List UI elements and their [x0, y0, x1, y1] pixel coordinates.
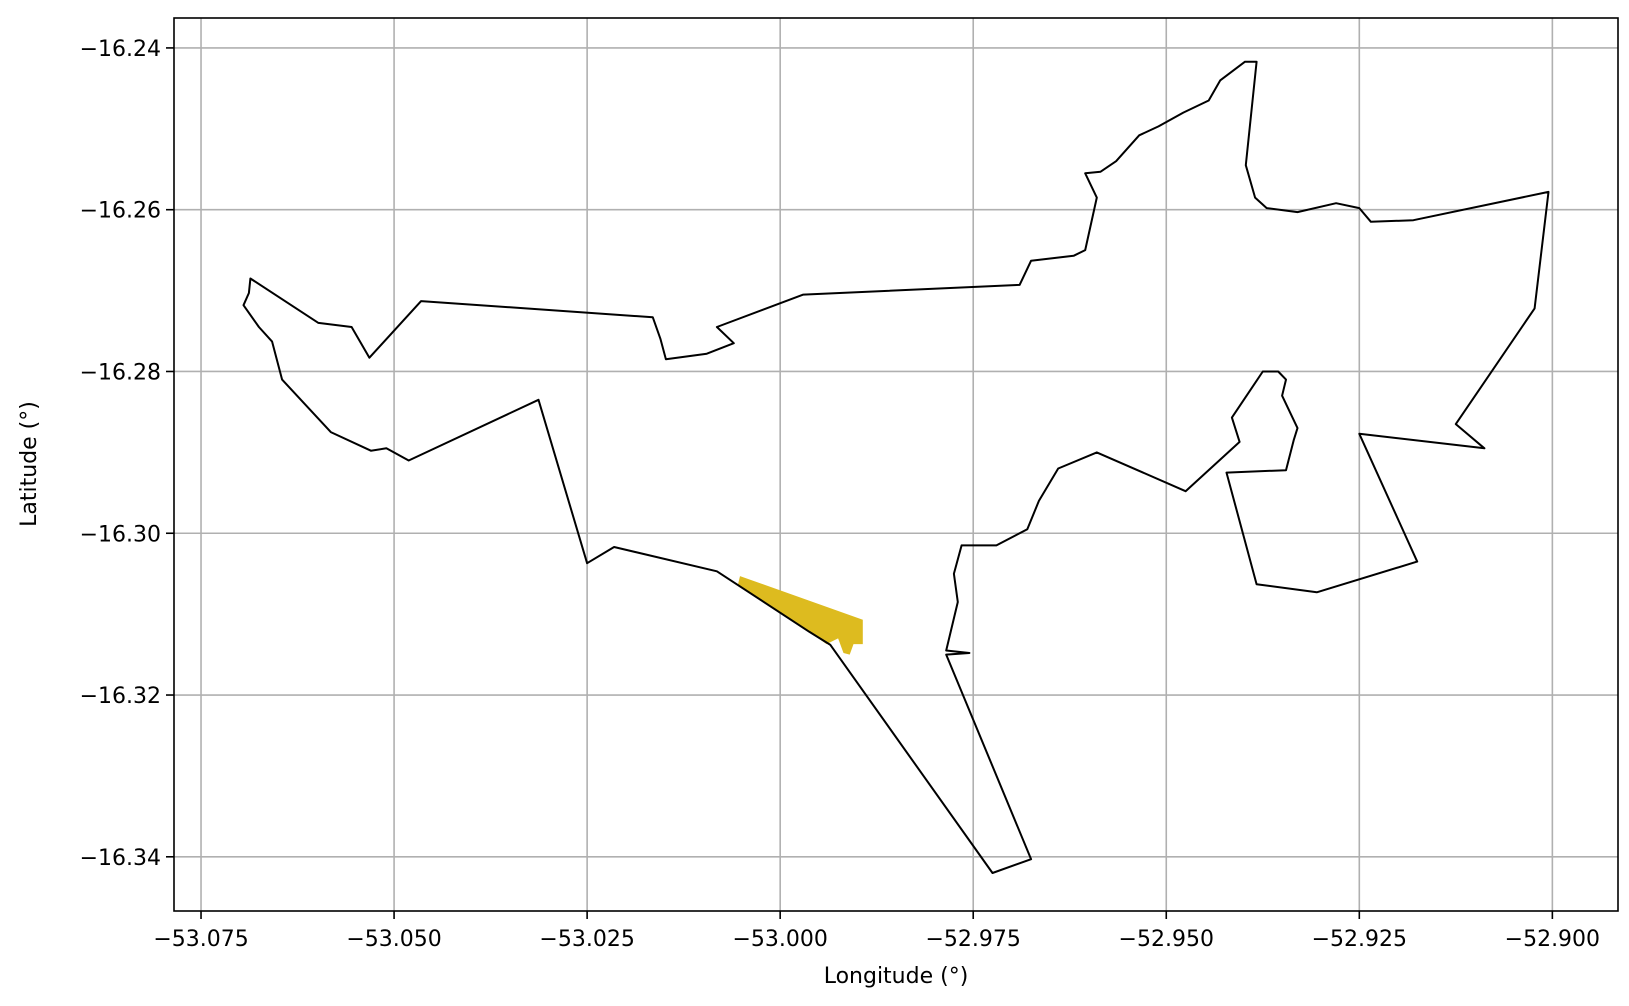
x-tick-label: −52.975	[926, 927, 1021, 952]
highlighted-area	[737, 576, 863, 655]
y-tick-label: −16.26	[80, 199, 161, 224]
x-tick-label: −53.000	[732, 927, 827, 952]
x-axis-label: Longitude (°)	[824, 964, 969, 989]
x-tick-label: −52.925	[1312, 927, 1407, 952]
y-tick-label: −16.34	[80, 846, 161, 871]
x-tick-label: −53.075	[153, 927, 248, 952]
grid-lines	[174, 18, 1618, 911]
plot-frame	[173, 17, 1619, 912]
x-tick-label: −52.900	[1505, 927, 1600, 952]
x-tick-label: −53.025	[539, 927, 634, 952]
y-tick-label: −16.30	[80, 522, 161, 547]
axis-ticks: −53.075 −53.050 −53.025 −53.000 −52.975 −52.9…	[80, 37, 1600, 952]
map-shapes	[242, 60, 1550, 874]
x-tick-label: −52.950	[1119, 927, 1214, 952]
y-tick-label: −16.28	[80, 360, 161, 385]
y-tick-label: −16.24	[80, 37, 161, 62]
region-boundary	[242, 60, 1550, 874]
y-tick-label: −16.32	[80, 684, 161, 709]
x-tick-label: −53.050	[346, 927, 441, 952]
y-axis-label: Latitude (°)	[17, 401, 42, 527]
